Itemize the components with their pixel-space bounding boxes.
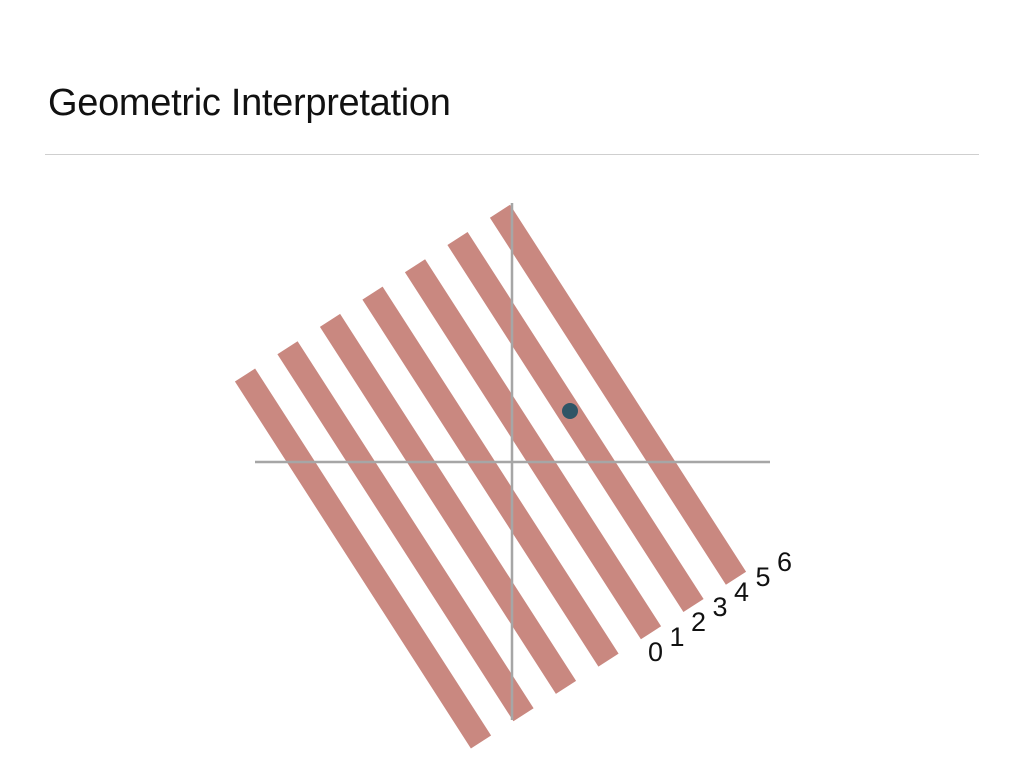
- slide-title: Geometric Interpretation: [48, 82, 451, 124]
- stripe-label-0: 0: [648, 637, 663, 667]
- title-divider: [45, 154, 979, 155]
- data-point: [562, 403, 578, 419]
- stripe-0: [234, 368, 492, 749]
- stripe-1: [277, 341, 534, 722]
- axes-group: [255, 203, 770, 720]
- stripe-5: [447, 232, 704, 612]
- stripe-6: [489, 204, 747, 585]
- stripe-2: [319, 313, 577, 694]
- stripe-label-2: 2: [691, 607, 706, 637]
- stripe-label-5: 5: [756, 562, 771, 592]
- stripe-label-1: 1: [670, 622, 685, 652]
- stripe-4: [404, 259, 662, 640]
- stripe-label-6: 6: [777, 547, 792, 577]
- stripe-label-4: 4: [734, 577, 749, 607]
- stripe-3: [362, 286, 619, 667]
- stripe-label-3: 3: [713, 592, 728, 622]
- stripes-group: [234, 204, 747, 749]
